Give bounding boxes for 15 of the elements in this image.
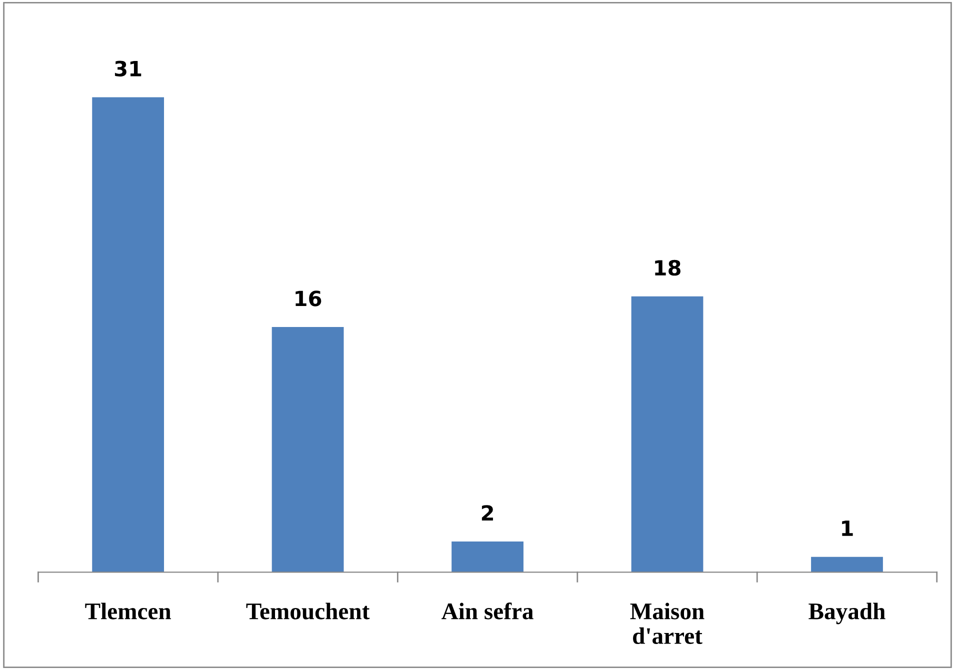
bar	[452, 542, 524, 572]
data-label: 18	[655, 260, 680, 276]
x-tick-label: Temouchent	[246, 602, 370, 620]
x-tick-label: Ain sefra	[442, 602, 534, 620]
data-label: 2	[482, 505, 493, 521]
x-tick-label: Bayadh	[808, 602, 886, 624]
x-tick-label: Tlemcen	[85, 602, 171, 620]
bar	[631, 296, 704, 572]
bar	[272, 327, 344, 572]
data-label: 16	[296, 290, 322, 306]
bar	[811, 556, 883, 572]
bar	[92, 97, 164, 572]
data-label: 31	[114, 60, 142, 76]
data-label: 1	[842, 520, 853, 536]
x-tick-label: Maison d'arret	[630, 602, 704, 644]
